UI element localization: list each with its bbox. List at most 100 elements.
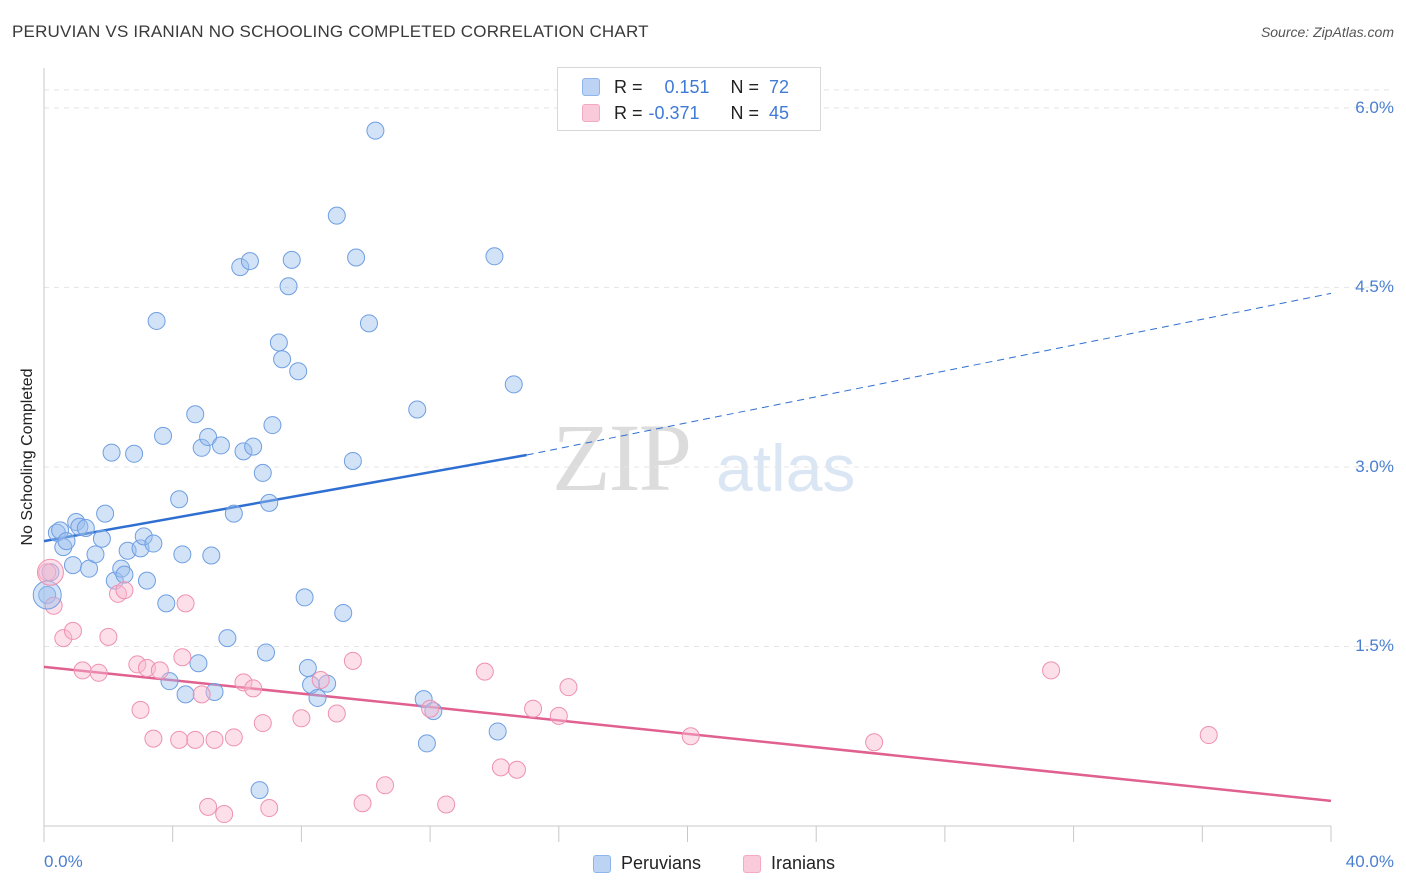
iranian-point: [260, 799, 279, 818]
iranian-point: [311, 670, 330, 689]
peruvian-point: [54, 538, 73, 557]
x-tick-label-max: 40.0%: [1345, 852, 1394, 871]
peruvian-point: [408, 400, 427, 419]
peruvian-point: [154, 426, 173, 445]
iranian-point: [215, 805, 234, 824]
peruvian-point: [202, 546, 221, 565]
peruvian-point: [199, 428, 218, 447]
y-tick-label: 6.0%: [1355, 97, 1394, 117]
n-value: 45: [769, 102, 790, 123]
peruvian-point: [57, 532, 76, 551]
peruvian-point: [295, 588, 314, 607]
iranian-point: [131, 700, 150, 719]
stats-row-iranians: R = -0.371 N = 45: [582, 100, 789, 126]
watermark-zip: ZIP: [552, 404, 692, 511]
n-label: N =: [730, 76, 760, 97]
iranian-point: [99, 627, 118, 646]
stats-box: R = 0.151 N = 72 R = -0.371 N = 45: [557, 67, 821, 131]
peruvian-point: [224, 504, 243, 523]
grid-lines: [44, 89, 1394, 647]
iranian-point: [176, 594, 195, 613]
iranian-point: [150, 661, 169, 680]
peruvian-point: [67, 513, 86, 532]
peruvian-point: [96, 504, 115, 523]
watermark-atlas: atlas: [716, 431, 856, 505]
peruvian-point: [302, 675, 321, 694]
iranian-point: [205, 730, 224, 749]
peruvian-point: [189, 654, 208, 673]
chart-title: PERUVIAN VS IRANIAN NO SCHOOLING COMPLET…: [12, 22, 649, 41]
peruvian-point: [147, 311, 166, 330]
peruvian-point: [327, 206, 346, 225]
iranian-point: [63, 621, 82, 640]
peruvian-point: [92, 529, 111, 548]
peruvian-point: [70, 517, 89, 536]
peruvian-point: [250, 781, 269, 800]
iranian-point: [437, 795, 456, 814]
iranian-point: [234, 673, 253, 692]
peruvian-point: [334, 603, 353, 622]
peruvian-point: [343, 451, 362, 470]
peruvians-swatch: [593, 854, 611, 873]
peruvian-point: [134, 527, 153, 546]
r-label: R =: [614, 102, 643, 123]
peruvian-point: [240, 252, 259, 271]
peruvian-point: [289, 362, 308, 381]
peruvian-point: [115, 565, 134, 584]
iranian-point: [1199, 726, 1218, 745]
peruvian-point: [263, 416, 282, 435]
iranian-point: [89, 663, 108, 682]
peruvian-point: [414, 690, 433, 709]
peruvian-point: [253, 463, 272, 482]
iranian-point: [54, 629, 73, 648]
iranian-point: [192, 685, 211, 704]
legend-item-iranians[interactable]: Iranians: [743, 853, 835, 874]
peruvian-point: [38, 586, 57, 605]
stats-row-peruvians: R = 0.151 N = 72: [582, 74, 789, 100]
iranian-point: [170, 730, 189, 749]
peruvian-point: [244, 437, 263, 456]
peruvian-point: [125, 444, 144, 463]
n-label: N =: [730, 102, 760, 123]
iranian-point: [549, 706, 568, 725]
iranian-point: [475, 662, 494, 681]
peruvian-point: [157, 594, 176, 613]
peruvian-point: [170, 490, 189, 509]
peruvian-point: [347, 248, 366, 267]
peruvian-point: [366, 121, 385, 140]
iranian-point: [73, 661, 92, 680]
iranians-swatch: [743, 854, 761, 873]
source-label: Source: ZipAtlas.com: [1260, 24, 1394, 40]
peruvian-point: [137, 571, 156, 590]
iranian-point: [376, 776, 395, 795]
legend-item-peruvians[interactable]: Peruvians: [593, 853, 701, 874]
iranian-point: [128, 655, 147, 674]
peruvian-point: [504, 375, 523, 394]
peruvian-point: [485, 247, 504, 266]
iranian-point: [186, 730, 205, 749]
peruvian-point: [308, 688, 327, 707]
legend-label: Iranians: [771, 853, 836, 873]
iranian-point: [507, 760, 526, 779]
iranian-point: [491, 758, 510, 777]
r-value: 0.151: [664, 76, 710, 97]
y-tick-label: 3.0%: [1355, 456, 1394, 476]
peruvian-point: [173, 545, 192, 564]
iranian-point: [244, 679, 263, 698]
iranian-trend-line: [43, 665, 1332, 803]
peruvian-point: [86, 545, 105, 564]
peruvian-point: [234, 442, 253, 461]
peruvian-point: [76, 518, 95, 537]
iranian-point: [681, 727, 700, 746]
peruvian-point: [211, 436, 230, 455]
peruvian-point: [144, 534, 163, 553]
peruvian-point: [269, 333, 288, 352]
iranian-point: [1042, 661, 1061, 680]
peruvian-point: [359, 314, 378, 333]
iranian-point: [224, 728, 243, 747]
iranian-point: [253, 714, 272, 733]
peruvian-point: [488, 722, 507, 741]
peruvian-point: [260, 493, 279, 512]
peruvian-point: [298, 659, 317, 678]
